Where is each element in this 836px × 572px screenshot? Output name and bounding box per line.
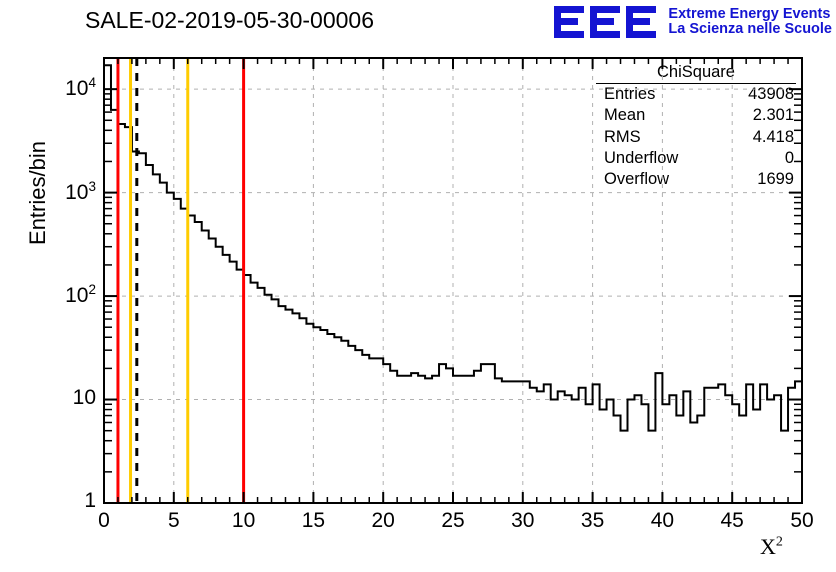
eee-branding: Extreme Energy Events La Scienza nelle S… xyxy=(552,2,832,42)
stats-row: Underflow 0 xyxy=(596,148,796,169)
page-title: SALE-02-2019-05-30-00006 xyxy=(85,7,374,33)
stats-row: RMS 4.418 xyxy=(596,127,796,148)
stats-row-label: Mean xyxy=(604,106,646,125)
x-tick-label: 20 xyxy=(371,509,395,532)
stats-row-label: Entries xyxy=(604,85,656,103)
y-tick-label: 1 xyxy=(84,489,96,512)
y-tick-label: 103 xyxy=(65,178,96,204)
x-tick-label: 15 xyxy=(301,509,326,532)
x-tick-label: 40 xyxy=(650,509,675,532)
x-tick-label: 5 xyxy=(167,509,180,532)
x-tick-label: 50 xyxy=(790,509,814,532)
stats-row-label: RMS xyxy=(604,127,641,146)
stats-row-value: 1699 xyxy=(757,170,794,189)
x-tick-label: 35 xyxy=(580,509,605,532)
x-tick-label: 25 xyxy=(441,509,465,532)
stats-row-value: 2.301 xyxy=(752,106,794,125)
histogram-steps xyxy=(104,64,802,432)
eee-logo-icon xyxy=(554,6,657,38)
stats-row-value: 4.418 xyxy=(752,127,794,146)
stats-row: Mean 2.301 xyxy=(596,105,796,126)
y-tick-label: 104 xyxy=(65,75,96,101)
stats-row-label: Underflow xyxy=(604,148,679,167)
x-tick-label: 30 xyxy=(511,509,535,532)
stats-row-value: 0 xyxy=(784,148,794,167)
x-tick-label: 45 xyxy=(720,509,744,532)
x-axis-label: X2 xyxy=(760,534,783,559)
stats-row-label: Overflow xyxy=(604,170,670,189)
stats-row: Overflow 1699 xyxy=(596,169,796,190)
stats-rows: Entries 43908 Mean 2.301 RMS 4.418 Underflow 0 O… xyxy=(596,84,796,190)
stats-box-title: ChiSquare xyxy=(596,63,796,84)
x-tick-label: 0 xyxy=(98,509,110,532)
y-tick-label: 10 xyxy=(72,385,96,409)
eee-tagline-line2: La Scienza nelle Scuole xyxy=(668,21,832,37)
eee-tagline-line1: Extreme Energy Events xyxy=(668,5,831,22)
stats-box: ChiSquare Entries 43908 Mean 2.301 RMS 4.418 U… xyxy=(596,63,796,190)
y-tick-label: 102 xyxy=(65,282,96,308)
x-tick-label: 10 xyxy=(231,509,256,532)
